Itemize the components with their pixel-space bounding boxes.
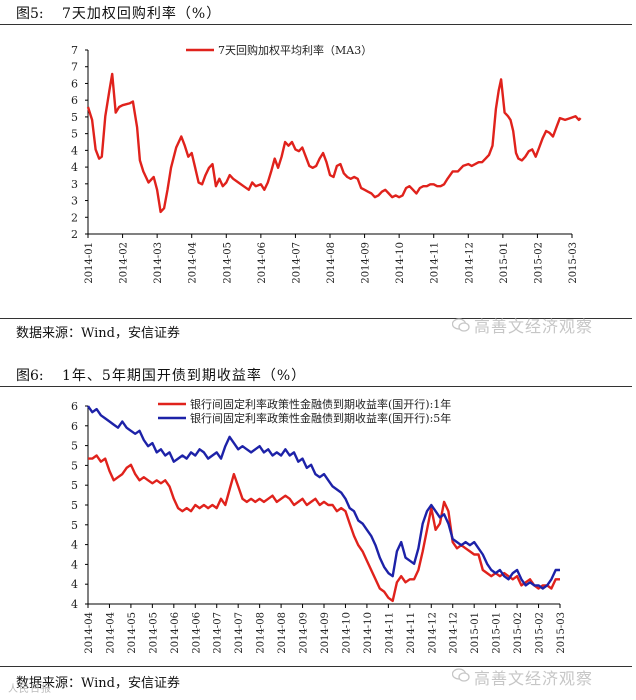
x-tick-label: 2014-10 [363,612,374,654]
y-tick-label: 6 [71,420,78,433]
x-tick-label: 2014-04 [188,242,199,284]
x-tick-label: 2014-05 [127,612,138,654]
x-tick-label: 2015-02 [535,612,546,654]
figure-5-title-row: 图5: 7天加权回购利率（%） [0,0,632,25]
wechat-icon [452,318,470,332]
legend-label: 7天回购加权平均利率（MA3） [218,43,372,57]
figure-5-title: 7天加权回购利率（%） [62,6,222,22]
figure-6-panel: 图6: 1年、5年期国开债到期收益率（%） 6 6 5 5 5 5 5 4 4 4 4 2014-04… [0,362,636,700]
y-tick-label: 5 [71,440,78,453]
x-tick-label: 2014-10 [341,612,352,654]
y-tick-label: 5 [71,499,78,512]
series-line [86,72,582,214]
x-tick-label: 2015-03 [568,242,579,284]
figure-6-title-row: 图6: 1年、5年期国开债到期收益率（%） [0,362,632,387]
x-tick-label: 2015-01 [470,612,481,654]
x-tick-label: 2014-08 [256,612,267,654]
x-tick-label: 2014-09 [361,242,372,284]
x-tick-label: 2014-11 [406,612,417,654]
y-tick-label: 5 [71,519,78,532]
x-tick-label: 2014-07 [234,612,245,654]
y-tick-label: 5 [71,459,78,472]
series-line [87,405,560,590]
repo-rate-chart: 7 7 6 6 5 5 4 4 3 3 2 2 2014-01 2014-02 2014-03 2014-04… [71,43,582,284]
figure-5-panel: 图5: 7天加权回购利率（%） 7 7 6 6 5 5 4 4 3 3 2 2 2014-01 2014-… [0,0,632,341]
legend-label: 银行间固定利率政策性金融债到期收益率(国开行):5年 [190,411,451,425]
x-tick-label: 2015-01 [492,612,503,654]
x-tick-label: 2014-02 [119,242,130,284]
y-tick-label: 4 [71,144,78,157]
y-tick-label: 7 [71,61,78,74]
y-tick-label: 5 [71,479,78,492]
x-tick-label: 2014-08 [277,612,288,654]
x-tick-label: 2014-05 [148,612,159,654]
y-tick-label: 4 [71,578,78,591]
y-tick-label: 4 [71,161,78,174]
figure-6-source-divider [0,666,632,667]
x-tick-label: 2014-08 [326,242,337,284]
x-tick-label: 2014-01 [84,242,95,284]
x-tick-label: 2014-07 [213,612,224,654]
y-tick-label: 6 [71,77,78,90]
x-tick-label: 2015-02 [533,242,544,284]
x-tick-label: 2014-04 [105,612,116,654]
figure-5-label: 图5: [16,6,44,22]
figure-5-watermark: 高善文经济观察 [474,317,594,336]
x-tick-label: 2015-02 [513,612,524,654]
figure-6-watermark: 高善文经济观察 [474,669,594,688]
y-tick-label: 6 [71,400,78,413]
y-tick-label: 7 [71,44,78,57]
y-tick-label: 5 [71,111,78,124]
y-tick-label: 4 [71,598,78,611]
x-tick-label: 2014-12 [464,242,475,284]
y-tick-label: 4 [71,539,78,552]
x-tick-label: 2014-10 [395,242,406,284]
cdb-yield-chart: 6 6 5 5 5 5 5 4 4 4 4 2014-04 2014-04 2014-05 2014-05 2… [71,397,567,654]
y-tick-label: 2 [71,228,78,241]
y-tick-label: 4 [71,558,78,571]
figure-6-source: 数据来源：Wind，安信证券 [16,676,180,691]
y-tick-label: 3 [71,195,78,208]
x-tick-label: 2014-11 [430,242,441,284]
y-tick-label: 3 [71,178,78,191]
y-tick-label: 2 [71,211,78,224]
figure-6-title: 1年、5年期国开债到期收益率（%） [62,368,307,384]
x-tick-label: 2014-06 [257,242,268,284]
x-tick-label: 2014-03 [153,242,164,284]
legend-label: 银行间固定利率政策性金融债到期收益率(国开行):1年 [190,397,451,411]
x-tick-label: 2014-06 [170,612,181,654]
figure-5-source-divider [0,318,632,319]
corner-watermark: 人民日报 [8,684,52,695]
x-tick-label: 2014-04 [84,612,95,654]
x-tick-label: 2014-09 [320,612,331,654]
figure-5-source: 数据来源：Wind，安信证券 [16,326,180,341]
y-tick-label: 6 [71,94,78,107]
figure-6-label: 图6: [16,368,44,384]
x-tick-label: 2015-01 [499,242,510,284]
x-tick-label: 2014-05 [222,242,233,284]
wechat-icon [452,668,470,682]
x-tick-label: 2015-03 [556,612,567,654]
x-tick-label: 2014-09 [299,612,310,654]
x-tick-label: 2014-06 [191,612,202,654]
x-tick-label: 2014-12 [427,612,438,654]
x-tick-label: 2014-11 [384,612,395,654]
x-tick-label: 2014-12 [449,612,460,654]
series-line [88,454,560,603]
x-tick-label: 2014-07 [291,242,302,284]
y-tick-label: 5 [71,128,78,141]
